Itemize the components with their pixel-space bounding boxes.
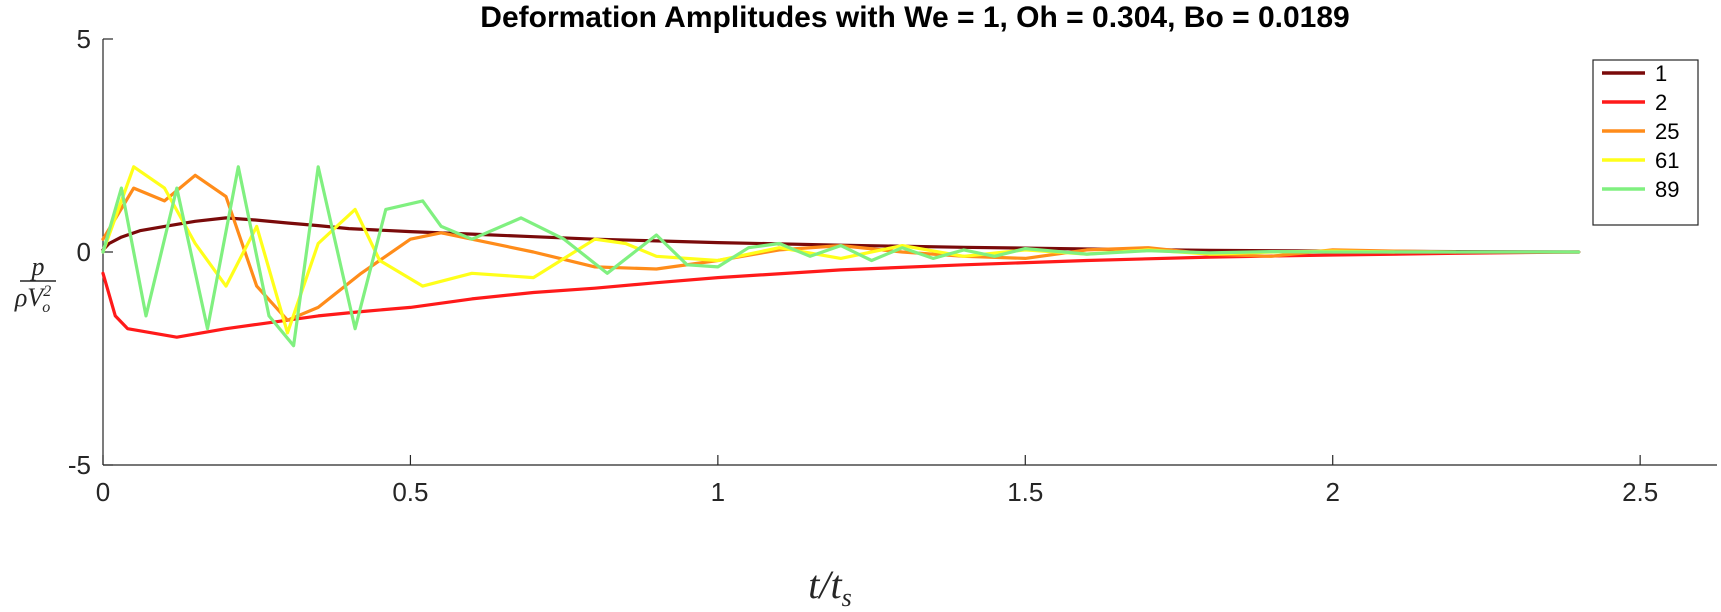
- plot-area: 0 0.5 1 1.5 2 2.5 -505: [68, 24, 1717, 507]
- y-tick-label: 5: [77, 24, 91, 54]
- series-line-2: [101, 250, 1581, 339]
- y-tick-label: -5: [68, 450, 91, 480]
- y-axis-label-numerator: p: [30, 252, 45, 281]
- x-tick-label: 0.5: [392, 477, 428, 507]
- chart-title: Deformation Amplitudes with We = 1, Oh =…: [480, 1, 1349, 34]
- y-axis-label: p ρV2 o: [14, 252, 56, 316]
- x-tick-label: 2.5: [1622, 477, 1658, 507]
- legend-items: 1 2 25 61 89: [1602, 61, 1679, 202]
- legend-box: [1592, 59, 1699, 226]
- legend-label-2: 2: [1655, 90, 1667, 115]
- series-line-89: [101, 165, 1581, 348]
- legend: 1 2 25 61 89: [1592, 59, 1699, 226]
- series-group: [101, 165, 1581, 348]
- x-ticks: 0 0.5 1 1.5 2 2.5: [96, 455, 1658, 507]
- x-tick-label: 0: [96, 477, 110, 507]
- legend-label-89: 89: [1655, 177, 1679, 202]
- legend-label-1: 1: [1655, 61, 1667, 86]
- x-axis-label-main: t: [808, 562, 820, 607]
- x-axis-label-sub: s: [842, 583, 852, 612]
- y-axis-label-denominator: ρV2 o: [14, 283, 51, 316]
- x-tick-label: 1.5: [1007, 477, 1043, 507]
- y-axis-label-den-sub: o: [42, 299, 50, 316]
- legend-label-25: 25: [1655, 119, 1679, 144]
- y-tick-label: 0: [77, 237, 91, 267]
- y-axis-label-den-sup: 2: [43, 283, 51, 300]
- y-axis-label-den-main: ρV: [14, 283, 46, 312]
- x-tick-label: 1: [711, 477, 725, 507]
- legend-label-61: 61: [1655, 148, 1679, 173]
- x-tick-label: 2: [1325, 477, 1339, 507]
- x-axis-label: t/ts: [808, 562, 851, 612]
- y-ticks: -5 0 5: [68, 24, 113, 480]
